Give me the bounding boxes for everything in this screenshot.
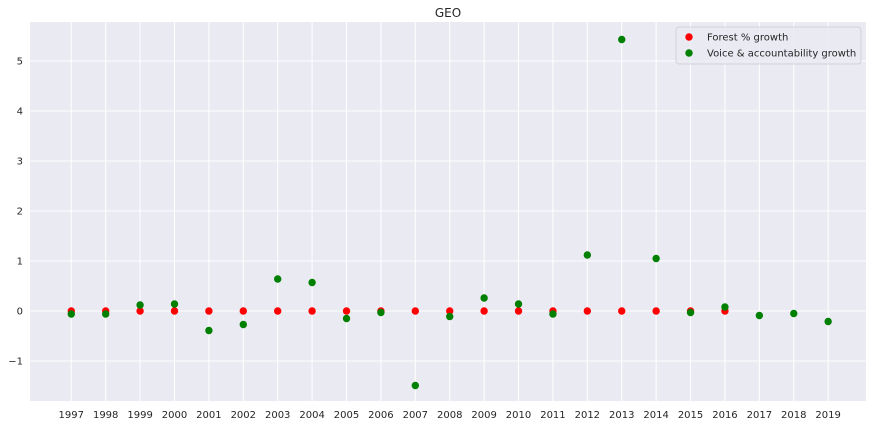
y-tick-label: 0 (17, 307, 23, 318)
data-point (308, 307, 316, 315)
data-point (136, 301, 144, 309)
x-tick-label: 2000 (162, 410, 187, 421)
x-tick-label: 2012 (575, 410, 600, 421)
data-point (652, 307, 660, 315)
x-tick-label: 1997 (59, 410, 84, 421)
data-point (136, 307, 144, 315)
x-tick-label: 2018 (781, 410, 806, 421)
data-point (514, 300, 523, 308)
data-point (239, 320, 248, 329)
legend: Forest % growth Voice & accountability gr… (675, 26, 862, 65)
x-tick-label: 2001 (196, 410, 221, 421)
data-point (583, 307, 592, 315)
x-tick-label: 2011 (540, 410, 565, 421)
data-point (411, 307, 420, 315)
y-tick-label: 1 (17, 257, 23, 268)
y-tick-label: 3 (17, 157, 23, 168)
data-point (342, 314, 351, 323)
data-point (652, 254, 660, 263)
legend-label: Forest % growth (707, 33, 788, 44)
x-tick-label: 2002 (231, 410, 256, 421)
x-tick-label: 2010 (506, 410, 531, 421)
data-point (480, 294, 488, 302)
data-point (274, 307, 282, 315)
x-tick-label: 2006 (368, 410, 393, 421)
x-axis-ticks: 1997 1998 1999 2000 2001 2002 2003 2004 2005 2006… (59, 410, 841, 421)
x-tick-label: 2003 (265, 410, 290, 421)
data-point (101, 310, 110, 318)
grid-lines (30, 22, 866, 401)
x-tick-label: 2019 (815, 410, 840, 421)
x-tick-label: 2004 (299, 410, 324, 421)
chart-title: GEO (435, 6, 461, 20)
data-point (205, 307, 213, 315)
data-point (170, 307, 179, 315)
y-tick-label: 5 (17, 57, 23, 68)
data-point (342, 307, 351, 315)
data-point (480, 307, 488, 315)
x-tick-label: 1999 (127, 410, 152, 421)
series-0 (67, 307, 729, 315)
data-point (824, 317, 832, 326)
legend-label: Voice & accountability growth (707, 49, 856, 60)
data-point (618, 35, 626, 44)
data-point (583, 251, 592, 259)
data-point (790, 309, 798, 318)
x-tick-label: 2007 (403, 410, 428, 421)
data-point (618, 307, 626, 315)
legend-marker (685, 49, 693, 57)
data-point (205, 326, 213, 335)
x-tick-label: 2013 (609, 410, 634, 421)
data-point (411, 381, 420, 390)
x-tick-label: 2014 (643, 410, 668, 421)
x-tick-label: 2005 (334, 410, 359, 421)
data-point (446, 307, 454, 315)
legend-marker (685, 33, 693, 41)
series-1 (67, 35, 832, 390)
x-tick-label: 2009 (471, 410, 496, 421)
y-tick-label: 2 (17, 207, 23, 218)
x-tick-label: 2016 (712, 410, 737, 421)
y-axis-ticks: −1 0 1 2 3 4 5 (8, 57, 23, 368)
y-tick-label: −1 (8, 357, 23, 368)
data-point (377, 308, 385, 317)
data-points (67, 35, 832, 390)
data-point (686, 308, 695, 317)
x-tick-label: 2017 (747, 410, 772, 421)
x-tick-label: 1998 (93, 410, 118, 421)
data-point (170, 300, 179, 308)
x-tick-label: 2008 (437, 410, 462, 421)
y-tick-label: 4 (17, 107, 23, 118)
data-point (721, 303, 729, 311)
data-point (308, 278, 316, 287)
data-point (67, 310, 75, 318)
legend-frame (675, 26, 862, 65)
data-point (755, 311, 764, 320)
data-point (446, 312, 454, 321)
data-point (274, 275, 282, 283)
data-point (514, 307, 523, 315)
data-point (549, 310, 557, 318)
data-point (239, 307, 248, 315)
x-tick-label: 2015 (678, 410, 703, 421)
